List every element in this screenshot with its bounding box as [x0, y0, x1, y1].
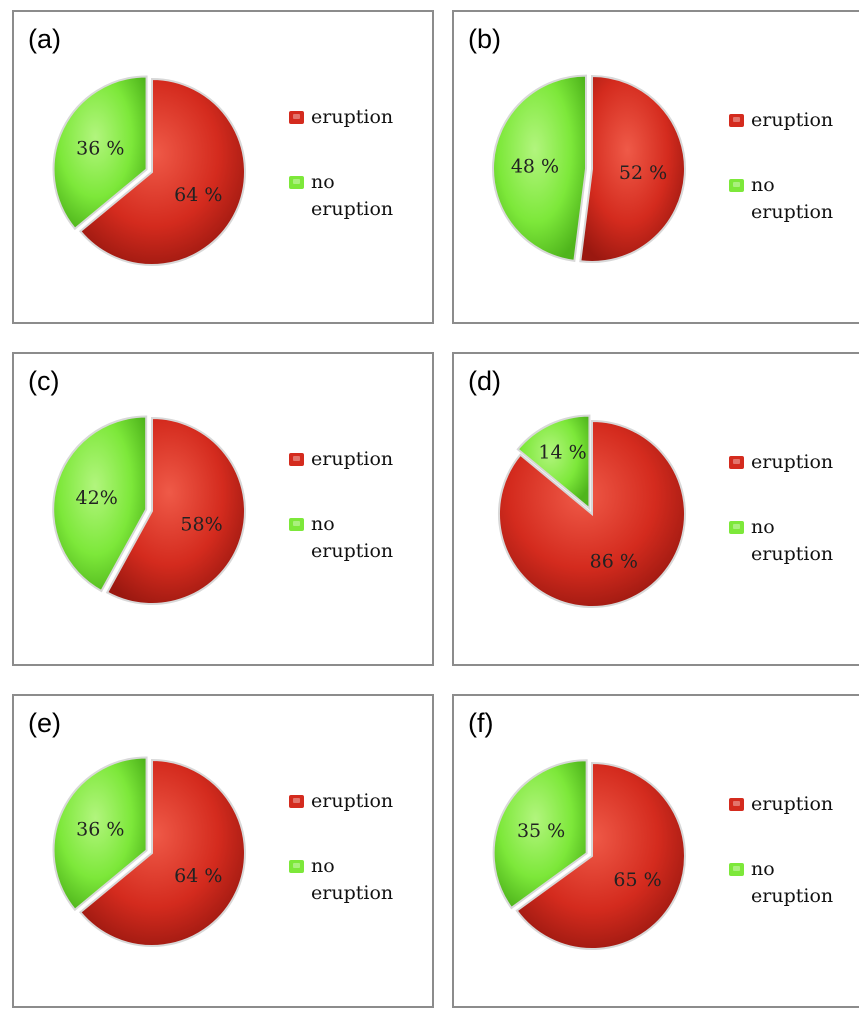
legend: eruption no eruption	[729, 107, 859, 226]
pie-chart: 64 % 36 %	[52, 75, 246, 266]
pie-chart: 52 % 48 %	[492, 74, 686, 263]
chart-panel-d: (d) 86 % 14 % eruption no eruption	[452, 352, 859, 666]
legend-label: no eruption	[751, 174, 834, 223]
slice-label-eruption: 52 %	[619, 162, 667, 184]
pie-chart: 58% 42%	[52, 415, 246, 605]
panel-label: (c)	[28, 366, 60, 396]
legend-swatch-eruption	[729, 456, 744, 469]
slice-label-eruption: 65 %	[613, 869, 661, 891]
legend-label: no eruption	[751, 516, 834, 565]
chart-panel-f: (f) 65 % 35 % eruption no eruption	[452, 694, 859, 1008]
legend-swatch-eruption	[289, 111, 304, 124]
legend-label: eruption	[311, 106, 394, 128]
pie-slice-eruption	[78, 758, 246, 947]
slice-label-no-eruption: 36 %	[76, 819, 124, 841]
legend-item-eruption: eruption	[729, 449, 859, 476]
legend: eruption no eruption	[289, 104, 421, 223]
legend-label: eruption	[311, 790, 394, 812]
slice-label-eruption: 86 %	[590, 550, 638, 572]
panel-label: (f)	[468, 708, 494, 738]
legend-swatch-no-eruption	[289, 176, 304, 189]
legend-item-no-eruption: no eruption	[729, 514, 859, 568]
legend-item-no-eruption: no eruption	[729, 172, 859, 226]
legend: eruption no eruption	[729, 449, 859, 568]
panel-label: (b)	[468, 24, 501, 54]
legend-label: no eruption	[751, 858, 834, 907]
pie-slice-no-eruption	[516, 414, 591, 511]
panel-label: (d)	[468, 366, 501, 396]
legend-swatch-eruption	[289, 453, 304, 466]
pie-chart: 64 % 36 %	[52, 756, 246, 947]
legend-label: eruption	[751, 451, 834, 473]
pie-slice-eruption	[105, 416, 246, 605]
legend-item-eruption: eruption	[289, 104, 421, 131]
legend-label: eruption	[311, 448, 394, 470]
panel-label: (a)	[28, 24, 61, 54]
pie-chart: 65 % 35 %	[492, 759, 686, 950]
legend-label: no eruption	[311, 855, 394, 904]
legend: eruption no eruption	[729, 791, 859, 910]
pie-slice-no-eruption	[52, 415, 148, 593]
chart-panel-c: (c) 58% 42% eruption no eruption	[12, 352, 434, 666]
pie-slice-no-eruption	[492, 759, 588, 910]
legend-item-no-eruption: no eruption	[289, 511, 421, 565]
slice-label-no-eruption: 48 %	[511, 155, 559, 177]
legend-label: eruption	[751, 109, 834, 131]
legend-item-eruption: eruption	[729, 107, 859, 134]
legend-label: no eruption	[311, 513, 394, 562]
legend-label: eruption	[751, 793, 834, 815]
pie-slice-eruption	[515, 761, 686, 950]
legend-swatch-no-eruption	[729, 179, 744, 192]
chart-panel-a: (a) 64 % 36 % eruption no eruption	[12, 10, 434, 324]
pie-chart: 86 % 14 %	[498, 414, 686, 608]
slice-label-no-eruption: 14 %	[538, 441, 586, 463]
slice-label-no-eruption: 36 %	[76, 138, 124, 160]
legend: eruption no eruption	[289, 446, 421, 565]
legend-item-eruption: eruption	[729, 791, 859, 818]
slice-label-no-eruption: 35 %	[517, 820, 565, 842]
legend-item-eruption: eruption	[289, 788, 421, 815]
legend: eruption no eruption	[289, 788, 421, 907]
legend-item-eruption: eruption	[289, 446, 421, 473]
legend-swatch-no-eruption	[289, 518, 304, 531]
slice-label-no-eruption: 42%	[76, 487, 118, 509]
legend-swatch-no-eruption	[289, 860, 304, 873]
legend-swatch-no-eruption	[729, 863, 744, 876]
legend-item-no-eruption: no eruption	[729, 856, 859, 910]
legend-swatch-no-eruption	[729, 521, 744, 534]
pie-slice-eruption	[78, 77, 246, 266]
pie-slice-eruption	[579, 74, 686, 263]
pie-slice-no-eruption	[492, 74, 588, 263]
chart-panel-e: (e) 64 % 36 % eruption no eruption	[12, 694, 434, 1008]
legend-label: no eruption	[311, 171, 394, 220]
legend-item-no-eruption: no eruption	[289, 169, 421, 223]
pie-slice-no-eruption	[52, 75, 148, 231]
legend-swatch-eruption	[729, 798, 744, 811]
legend-swatch-eruption	[289, 795, 304, 808]
pie-slice-no-eruption	[52, 756, 148, 912]
slice-label-eruption: 64 %	[174, 184, 222, 206]
chart-panel-b: (b) 52 % 48 % eruption no eruption	[452, 10, 859, 324]
slice-label-eruption: 58%	[180, 514, 222, 536]
panel-label: (e)	[28, 708, 61, 738]
legend-swatch-eruption	[729, 114, 744, 127]
legend-item-no-eruption: no eruption	[289, 853, 421, 907]
slice-label-eruption: 64 %	[174, 865, 222, 887]
pie-slice-eruption	[498, 419, 686, 608]
